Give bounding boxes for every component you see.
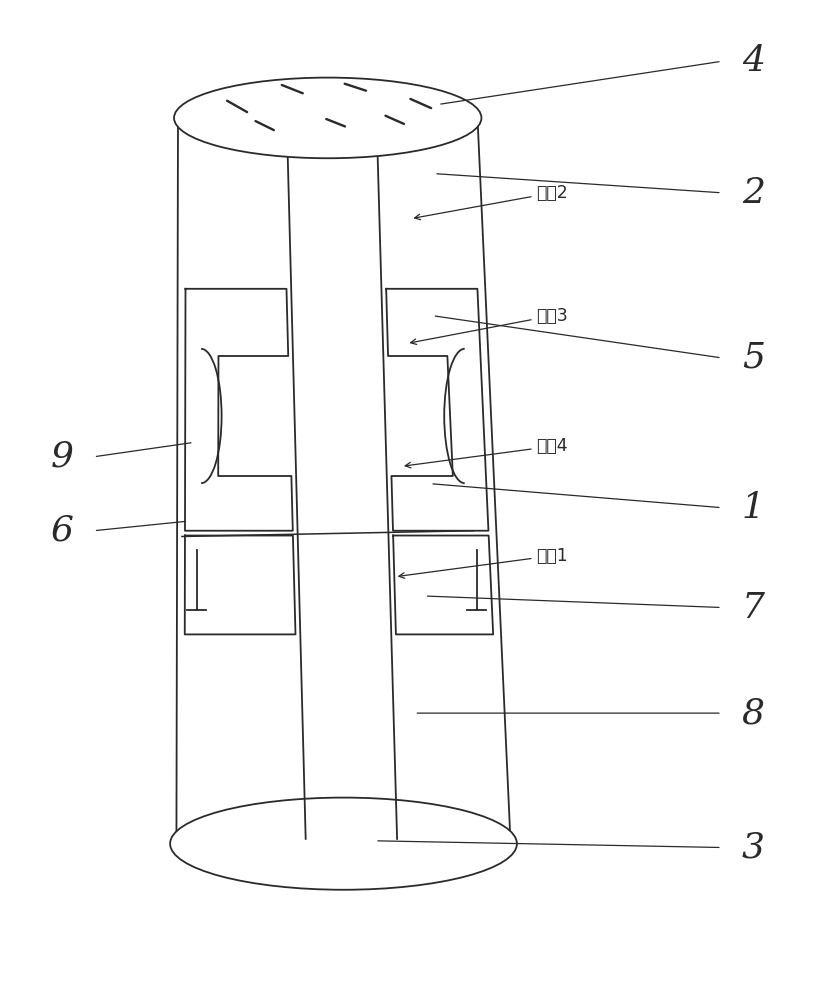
Text: 5: 5 — [742, 341, 765, 375]
Text: 天线1: 天线1 — [399, 547, 568, 578]
Text: 2: 2 — [742, 176, 765, 210]
Ellipse shape — [170, 798, 517, 890]
Text: 4: 4 — [742, 44, 765, 78]
Text: 天线4: 天线4 — [406, 437, 568, 468]
Text: 8: 8 — [742, 696, 765, 730]
Text: 6: 6 — [51, 514, 74, 548]
Text: 9: 9 — [51, 440, 74, 474]
Text: 3: 3 — [742, 831, 765, 865]
Text: 天线2: 天线2 — [415, 184, 568, 220]
Text: 1: 1 — [742, 491, 765, 525]
Text: 天线3: 天线3 — [410, 307, 568, 344]
Text: 7: 7 — [742, 591, 765, 625]
Ellipse shape — [174, 78, 481, 158]
